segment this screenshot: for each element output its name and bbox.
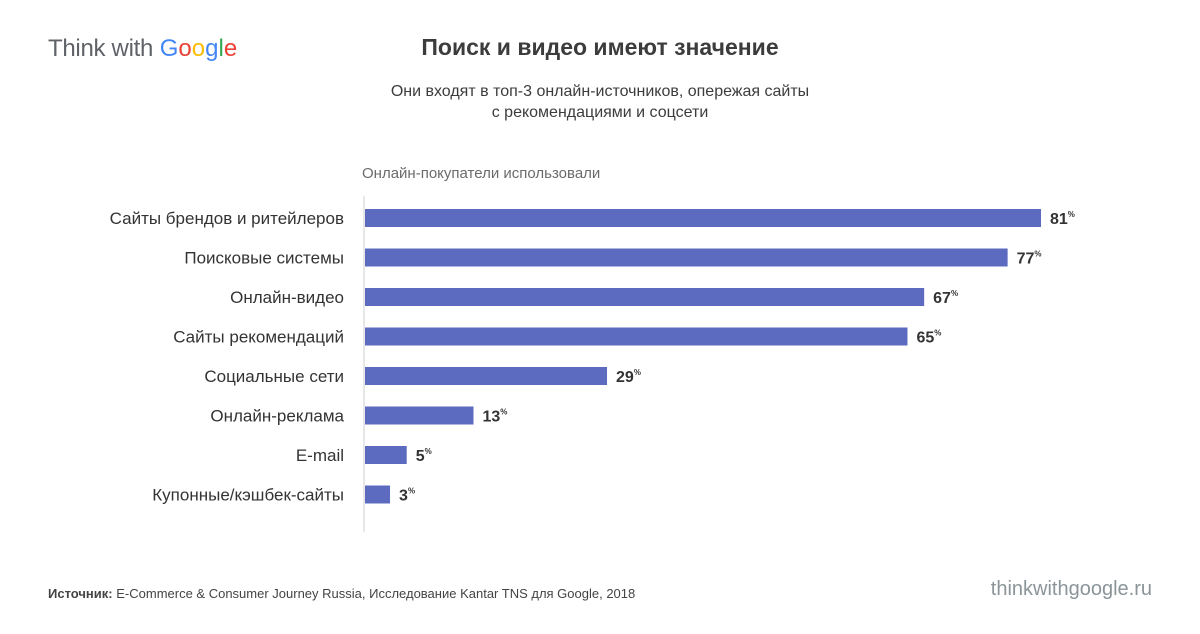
value-label: 77% (1017, 250, 1042, 268)
bar (365, 367, 608, 385)
percent-sign: % (408, 487, 415, 496)
logo-letter: o (191, 35, 206, 62)
category-label: Сайты брендов и ритейлеров (110, 209, 344, 228)
category-label: Онлайн-видео (230, 288, 344, 307)
percent-sign: % (951, 289, 958, 298)
value-label: 5% (416, 447, 432, 465)
category-label: Купонные/кэшбек-сайты (152, 486, 344, 505)
think-with-google-logo: Think with Google (48, 34, 237, 64)
chart-subtitle: Они входят в топ-3 онлайн-источников, оп… (300, 81, 900, 123)
category-label: Онлайн-реклама (210, 407, 344, 426)
percent-sign: % (1034, 250, 1041, 259)
logo-letter: g (205, 35, 219, 62)
percent-sign: % (634, 368, 641, 377)
category-label: E-mail (296, 446, 344, 465)
category-label: Поисковые системы (184, 249, 344, 268)
bar (365, 248, 1008, 267)
value-label: 67% (933, 289, 958, 307)
value-label: 13% (482, 408, 507, 426)
logo-letter: e (223, 35, 238, 62)
bar (365, 288, 925, 306)
value-label: 65% (916, 329, 941, 347)
value-label: 81% (1050, 210, 1075, 228)
logo-letter: o (178, 35, 192, 62)
subtitle-line-1: Они входят в топ-3 онлайн-источников, оп… (390, 83, 810, 100)
value-label: 3% (399, 487, 415, 505)
source-text: E-Commerce & Consumer Journey Russia, Ис… (116, 586, 636, 601)
category-label: Социальные сети (204, 367, 344, 386)
logo-letter: G (159, 35, 179, 62)
logo-google-word: Google (160, 35, 237, 62)
percent-sign: % (1068, 210, 1075, 219)
source-label: Источник: (48, 586, 113, 601)
logo-think-with: Think with (48, 35, 154, 62)
series-caption: Онлайн-покупатели использовали (362, 165, 601, 182)
percent-sign: % (425, 447, 432, 456)
category-label: Сайты рекомендаций (173, 328, 344, 347)
source-note: Источник: E-Commerce & Consumer Journey … (48, 586, 635, 601)
bar (365, 485, 391, 504)
logo-letter: l (218, 35, 224, 62)
value-label: 29% (616, 368, 641, 386)
site-url: thinkwithgoogle.ru (990, 578, 1152, 600)
bar (365, 446, 407, 464)
chart-title: Поиск и видео имеют значение (421, 34, 779, 60)
percent-sign: % (500, 408, 507, 417)
subtitle-line-2: с рекомендациями и соцсети (491, 104, 709, 121)
percent-sign: % (934, 329, 941, 338)
bar (365, 406, 474, 425)
bar (365, 209, 1041, 227)
bar (365, 327, 908, 346)
